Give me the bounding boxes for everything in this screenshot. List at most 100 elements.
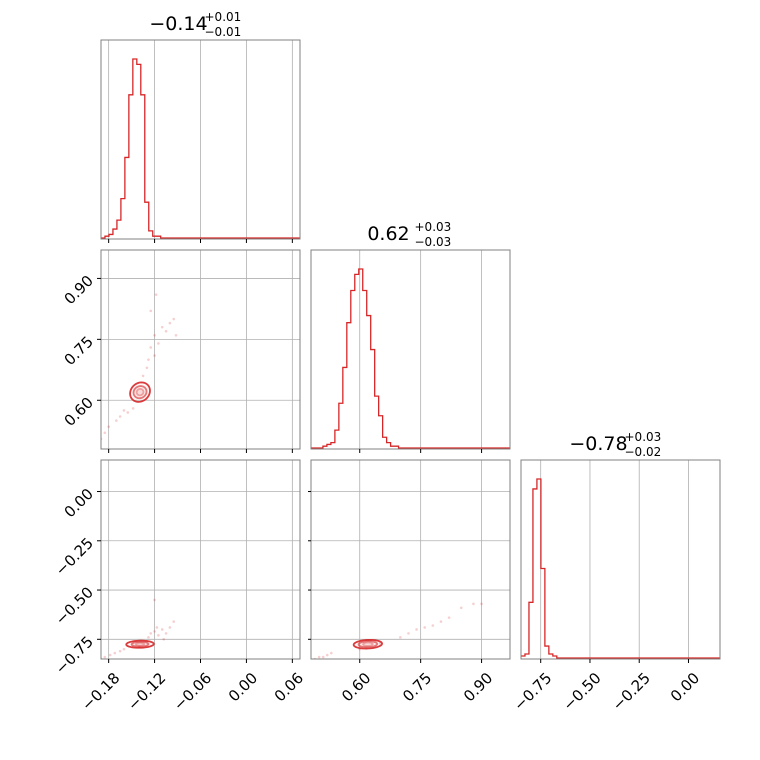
panel-title-lower-error: −0.01 [205, 25, 242, 39]
scatter-point [160, 628, 164, 631]
scatter-point [172, 317, 176, 321]
scatter-point [154, 293, 158, 296]
scatter-point [415, 628, 418, 631]
density-contour [134, 641, 146, 647]
x-tick-label: −0.50 [559, 669, 604, 714]
x-tick-label: 0.90 [460, 669, 496, 705]
x-tick-label: 0.60 [338, 669, 374, 705]
scatter-point [447, 616, 451, 619]
x-tick-label: 0.75 [399, 669, 435, 705]
panel-1-0: 0.60 0.75 0.90 [61, 249, 301, 453]
scatter-point [113, 651, 117, 655]
scatter-point [321, 655, 325, 659]
scatter-point [153, 354, 156, 357]
density-contour [357, 640, 379, 649]
panel-title-upper-error: +0.01 [205, 10, 242, 24]
scatter-point [459, 606, 463, 610]
scatter-point [108, 653, 112, 657]
scatter-point [155, 626, 159, 629]
scatter-point [160, 325, 164, 329]
density-contour [362, 641, 374, 647]
y-tick-label: −0.25 [52, 534, 97, 579]
panel-2-1: 0.60 0.75 0.90 [308, 459, 511, 705]
panel-title-value: −0.78 [569, 433, 627, 455]
scatter-point [118, 415, 122, 418]
scatter-point [118, 649, 122, 653]
x-tick-label: 0.00 [667, 669, 703, 705]
scatter-point [145, 366, 149, 370]
panel-content [101, 58, 300, 239]
scatter-point [103, 431, 107, 435]
scatter-point [423, 626, 427, 629]
scatter-point [107, 425, 110, 428]
panel-content [521, 478, 720, 659]
panel-1-1: 0.62 +0.03−0.03 [310, 220, 511, 453]
y-tick-label: −0.50 [52, 583, 97, 628]
panel-title-lower-error: −0.02 [625, 445, 662, 459]
x-tick-label: −0.12 [124, 669, 169, 714]
scatter-point [162, 637, 166, 641]
histogram-step-line [311, 268, 510, 449]
scatter-point [126, 411, 130, 414]
panel-title-upper-error: +0.03 [415, 220, 452, 234]
scatter-point [407, 632, 410, 635]
x-tick-label: −0.06 [170, 669, 215, 714]
panel-content [313, 602, 483, 659]
scatter-point [153, 630, 156, 633]
y-tick-label: 0.00 [61, 485, 97, 521]
histogram-step-line [521, 478, 720, 659]
scatter-point [153, 333, 156, 337]
panel-content [101, 293, 178, 441]
panel-title-upper-error: +0.03 [625, 430, 662, 444]
panel-frame [310, 459, 511, 660]
scatter-point [149, 346, 153, 349]
x-tick-label: −0.18 [78, 669, 123, 714]
panel-title-value: −0.14 [149, 13, 207, 35]
panel-frame [310, 249, 511, 450]
scatter-point [325, 653, 329, 657]
histogram-step-line [101, 58, 300, 239]
density-contour [130, 640, 150, 648]
y-tick-label: 0.75 [61, 333, 97, 369]
panel-0-0: −0.14+0.01−0.01 [100, 10, 301, 243]
panel-frame [520, 459, 721, 660]
y-tick-label: 0.90 [61, 272, 97, 308]
scatter-point [122, 409, 126, 412]
scatter-point [131, 407, 135, 410]
scatter-point [164, 329, 168, 333]
scatter-point [147, 358, 150, 361]
panel-content [311, 268, 510, 449]
scatter-point [149, 632, 153, 635]
panel-title-value: 0.62 [367, 223, 409, 245]
scatter-point [172, 620, 176, 623]
panel-2-0: −0.18 −0.12 −0.06 0.00 0.06 −0.75 −0.50−0.25 0.… [52, 459, 307, 714]
scatter-point [122, 647, 126, 651]
scatter-point [317, 655, 321, 659]
scatter-point [472, 602, 475, 606]
x-tick-label: 0.06 [271, 669, 307, 705]
x-tick-label: 0.00 [225, 669, 261, 705]
scatter-point [174, 333, 178, 337]
panel-title-lower-error: −0.03 [415, 235, 452, 249]
scatter-point [157, 342, 160, 345]
scatter-point [439, 620, 443, 623]
scatter-point [480, 602, 483, 606]
scatter-point [168, 321, 172, 325]
x-tick-label: −0.25 [609, 669, 654, 714]
scatter-point [149, 309, 153, 313]
scatter-point [103, 655, 107, 659]
panel-2-2: −0.75 −0.50 −0.25 0.00 −0.78+0.03−0.02 [510, 430, 721, 714]
scatter-point [141, 374, 145, 378]
scatter-point [147, 636, 150, 639]
density-contour [132, 385, 148, 400]
scatter-point [399, 636, 402, 639]
scatter-point [168, 626, 172, 629]
x-tick-label: −0.75 [510, 669, 555, 714]
density-contour [135, 387, 145, 397]
scatter-point [330, 651, 333, 655]
panel-content [101, 598, 176, 659]
scatter-point [157, 634, 160, 637]
scatter-point [115, 419, 118, 422]
scatter-point [153, 598, 156, 602]
